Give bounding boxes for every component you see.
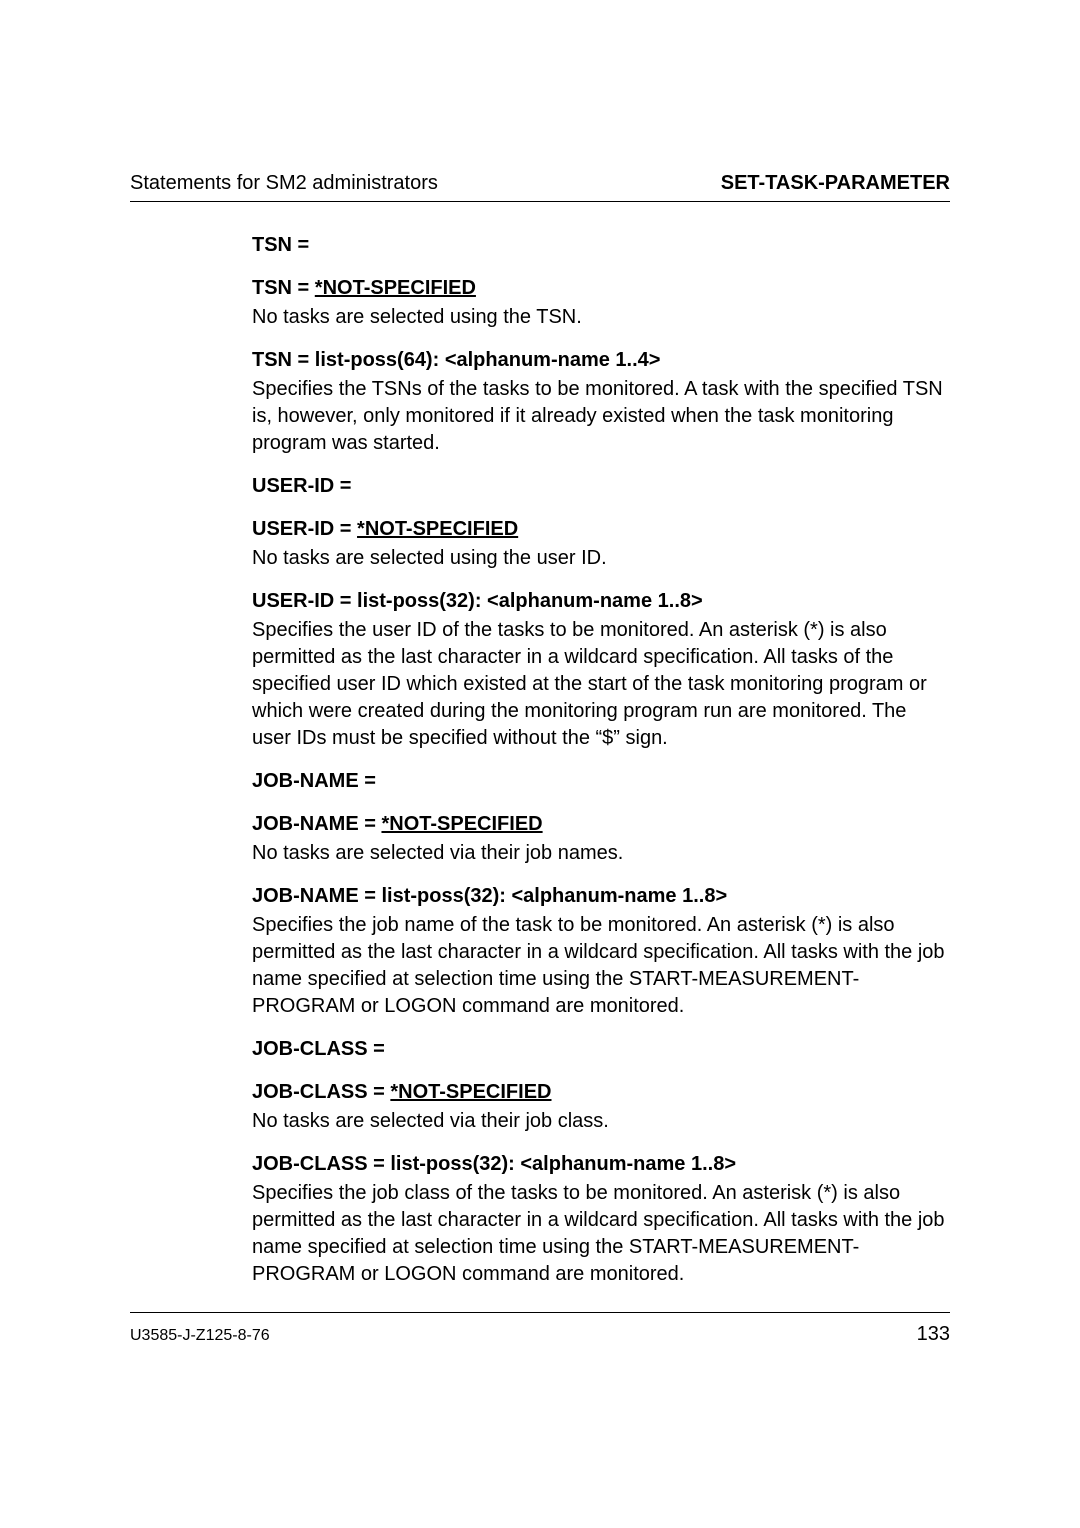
- header-right: SET-TASK-PARAMETER: [721, 172, 950, 195]
- footer-page-number: 133: [917, 1323, 950, 1346]
- jobname-not-specified: JOB-NAME = *NOT-SPECIFIED No tasks are s…: [252, 811, 950, 867]
- jobname-ns-head: JOB-NAME = *NOT-SPECIFIED: [252, 811, 950, 838]
- jobname-list-desc: Specifies the job name of the task to be…: [252, 912, 950, 1020]
- jobname-list: JOB-NAME = list-poss(32): <alphanum-name…: [252, 883, 950, 1020]
- jobclass-not-specified: JOB-CLASS = *NOT-SPECIFIED No tasks are …: [252, 1079, 950, 1135]
- jobclass-ns-value: *NOT-SPECIFIED: [390, 1081, 551, 1103]
- tsn-ns-head: TSN = *NOT-SPECIFIED: [252, 275, 950, 302]
- jobclass-ns-desc: No tasks are selected via their job clas…: [252, 1108, 950, 1135]
- jobclass-empty: JOB-CLASS =: [252, 1036, 950, 1063]
- user-ns-desc: No tasks are selected using the user ID.: [252, 545, 950, 572]
- user-ns-head: USER-ID = *NOT-SPECIFIED: [252, 516, 950, 543]
- tsn-list-desc: Specifies the TSNs of the tasks to be mo…: [252, 376, 950, 457]
- jobclass-ns-head: JOB-CLASS = *NOT-SPECIFIED: [252, 1079, 950, 1106]
- user-list-head: USER-ID = list-poss(32): <alphanum-name …: [252, 588, 950, 615]
- jobname-list-head: JOB-NAME = list-poss(32): <alphanum-name…: [252, 883, 950, 910]
- page: Statements for SM2 administrators SET-TA…: [0, 0, 1080, 1528]
- user-empty: USER-ID =: [252, 473, 950, 500]
- tsn-ns-prefix: TSN =: [252, 277, 315, 299]
- jobname-ns-prefix: JOB-NAME =: [252, 813, 381, 835]
- jobname-ns-value: *NOT-SPECIFIED: [381, 813, 542, 835]
- footer-rule: [130, 1312, 950, 1313]
- page-header: Statements for SM2 administrators SET-TA…: [130, 172, 950, 202]
- tsn-heading: TSN =: [252, 232, 950, 259]
- jobclass-list-head: JOB-CLASS = list-poss(32): <alphanum-nam…: [252, 1151, 950, 1178]
- footer-doc-id: U3585-J-Z125-8-76: [130, 1327, 270, 1345]
- jobclass-ns-prefix: JOB-CLASS =: [252, 1081, 390, 1103]
- user-ns-prefix: USER-ID =: [252, 518, 357, 540]
- jobname-ns-desc: No tasks are selected via their job name…: [252, 840, 950, 867]
- page-body: TSN = TSN = *NOT-SPECIFIED No tasks are …: [252, 232, 950, 1304]
- tsn-ns-value: *NOT-SPECIFIED: [315, 277, 476, 299]
- jobclass-list: JOB-CLASS = list-poss(32): <alphanum-nam…: [252, 1151, 950, 1288]
- tsn-ns-desc: No tasks are selected using the TSN.: [252, 304, 950, 331]
- tsn-list: TSN = list-poss(64): <alphanum-name 1..4…: [252, 347, 950, 457]
- userid-heading: USER-ID =: [252, 473, 950, 500]
- jobname-heading: JOB-NAME =: [252, 768, 950, 795]
- user-list-desc: Specifies the user ID of the tasks to be…: [252, 617, 950, 752]
- userid-not-specified: USER-ID = *NOT-SPECIFIED No tasks are se…: [252, 516, 950, 572]
- header-left: Statements for SM2 administrators: [130, 172, 438, 195]
- jobclass-heading: JOB-CLASS =: [252, 1036, 950, 1063]
- tsn-not-specified: TSN = *NOT-SPECIFIED No tasks are select…: [252, 275, 950, 331]
- jobclass-list-desc: Specifies the job class of the tasks to …: [252, 1180, 950, 1288]
- page-footer: U3585-J-Z125-8-76 133: [130, 1323, 950, 1346]
- userid-list: USER-ID = list-poss(32): <alphanum-name …: [252, 588, 950, 752]
- tsn-empty: TSN =: [252, 232, 950, 259]
- jobname-empty: JOB-NAME =: [252, 768, 950, 795]
- tsn-list-head: TSN = list-poss(64): <alphanum-name 1..4…: [252, 347, 950, 374]
- user-ns-value: *NOT-SPECIFIED: [357, 518, 518, 540]
